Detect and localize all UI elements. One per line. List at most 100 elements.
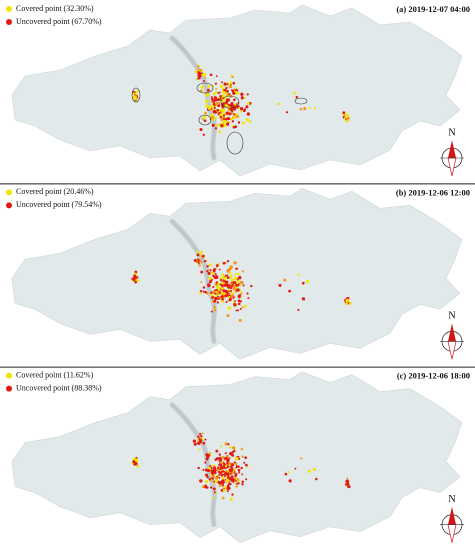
highlight-ellipse bbox=[131, 87, 141, 103]
map-point bbox=[214, 479, 218, 483]
map-point bbox=[221, 281, 224, 285]
map-point bbox=[235, 286, 238, 289]
map-point bbox=[225, 92, 228, 95]
map-point bbox=[217, 480, 221, 484]
map-point bbox=[232, 285, 235, 288]
map-point bbox=[301, 281, 305, 285]
map-point bbox=[245, 478, 248, 481]
map-point bbox=[214, 98, 218, 102]
north-label: N bbox=[448, 127, 455, 138]
map-point bbox=[218, 268, 221, 271]
map-point bbox=[229, 497, 233, 501]
map-point bbox=[212, 285, 215, 289]
map-point bbox=[349, 302, 352, 305]
map-point bbox=[222, 90, 226, 95]
map-point bbox=[199, 291, 202, 295]
map-point bbox=[211, 97, 214, 100]
map-point bbox=[228, 112, 232, 116]
compass-needle-s bbox=[447, 340, 457, 360]
highlight-ellipse bbox=[294, 97, 308, 105]
map-point bbox=[199, 89, 203, 93]
map-point bbox=[344, 112, 348, 116]
map-point bbox=[215, 88, 218, 90]
map-point bbox=[225, 86, 228, 90]
map-point bbox=[224, 465, 228, 468]
map-point bbox=[230, 463, 235, 467]
map-point bbox=[202, 468, 205, 471]
map-point bbox=[222, 488, 226, 492]
map-point bbox=[215, 275, 219, 280]
map-point bbox=[199, 479, 203, 483]
map-point bbox=[293, 91, 296, 95]
map-point bbox=[233, 98, 236, 102]
map-point bbox=[240, 447, 244, 451]
map-point bbox=[221, 94, 225, 98]
map-point bbox=[235, 482, 238, 485]
map-point bbox=[199, 289, 203, 293]
map-point bbox=[238, 318, 242, 322]
map-point bbox=[206, 469, 210, 473]
map-point bbox=[305, 279, 310, 284]
map-point bbox=[231, 453, 235, 457]
map-point bbox=[214, 102, 219, 106]
map-point bbox=[241, 480, 244, 483]
map-point bbox=[229, 276, 233, 279]
map-point bbox=[223, 283, 228, 287]
map-point bbox=[202, 254, 205, 258]
map-point bbox=[208, 280, 212, 284]
map-point bbox=[203, 260, 207, 263]
map-point bbox=[197, 435, 200, 438]
highlight-ellipse bbox=[220, 95, 240, 109]
map-point bbox=[344, 116, 347, 119]
map-point bbox=[220, 445, 223, 448]
map-point bbox=[226, 461, 229, 464]
map-point bbox=[197, 448, 201, 451]
legend-label: Covered point (20.46%) bbox=[16, 187, 94, 196]
map-point bbox=[222, 465, 225, 467]
map-point bbox=[202, 441, 206, 445]
map-point bbox=[210, 291, 213, 294]
map-point bbox=[228, 117, 231, 120]
legend-marker bbox=[6, 19, 12, 25]
map-point bbox=[220, 124, 224, 128]
map-point bbox=[234, 478, 236, 481]
map-point bbox=[205, 93, 209, 97]
map-point bbox=[226, 314, 230, 318]
map-point bbox=[345, 119, 349, 123]
map-point bbox=[244, 456, 248, 460]
map-point bbox=[315, 477, 318, 481]
map-point bbox=[205, 473, 208, 477]
map-point bbox=[133, 274, 137, 278]
map-point bbox=[204, 290, 207, 294]
map-point bbox=[312, 468, 316, 472]
map-point bbox=[211, 104, 214, 108]
map-point bbox=[205, 99, 209, 104]
map-point bbox=[235, 466, 238, 469]
map-point bbox=[227, 443, 230, 446]
map-point bbox=[222, 484, 224, 487]
river-bank bbox=[171, 221, 215, 342]
map-point bbox=[226, 486, 230, 491]
map-point bbox=[229, 274, 233, 278]
map-point bbox=[238, 457, 241, 460]
highlight-ellipse bbox=[226, 131, 244, 155]
map-point bbox=[214, 82, 217, 85]
map-point bbox=[246, 101, 250, 105]
map-point bbox=[228, 296, 231, 299]
map-point bbox=[239, 307, 242, 310]
map-point bbox=[196, 250, 199, 253]
map-point bbox=[226, 283, 230, 287]
map-point bbox=[212, 496, 215, 499]
map-point bbox=[228, 92, 231, 96]
map-point bbox=[223, 123, 227, 127]
map-point bbox=[238, 275, 242, 280]
map-point bbox=[135, 279, 138, 281]
panel: (a) 2019-12-07 04:00 Covered point (32.30… bbox=[6, 4, 470, 177]
map-point bbox=[232, 116, 236, 120]
map-point bbox=[234, 462, 238, 466]
map-point bbox=[196, 253, 200, 257]
map-point bbox=[204, 438, 207, 441]
north-label: N bbox=[448, 311, 455, 322]
map-point bbox=[216, 301, 219, 304]
map-point bbox=[202, 133, 205, 136]
